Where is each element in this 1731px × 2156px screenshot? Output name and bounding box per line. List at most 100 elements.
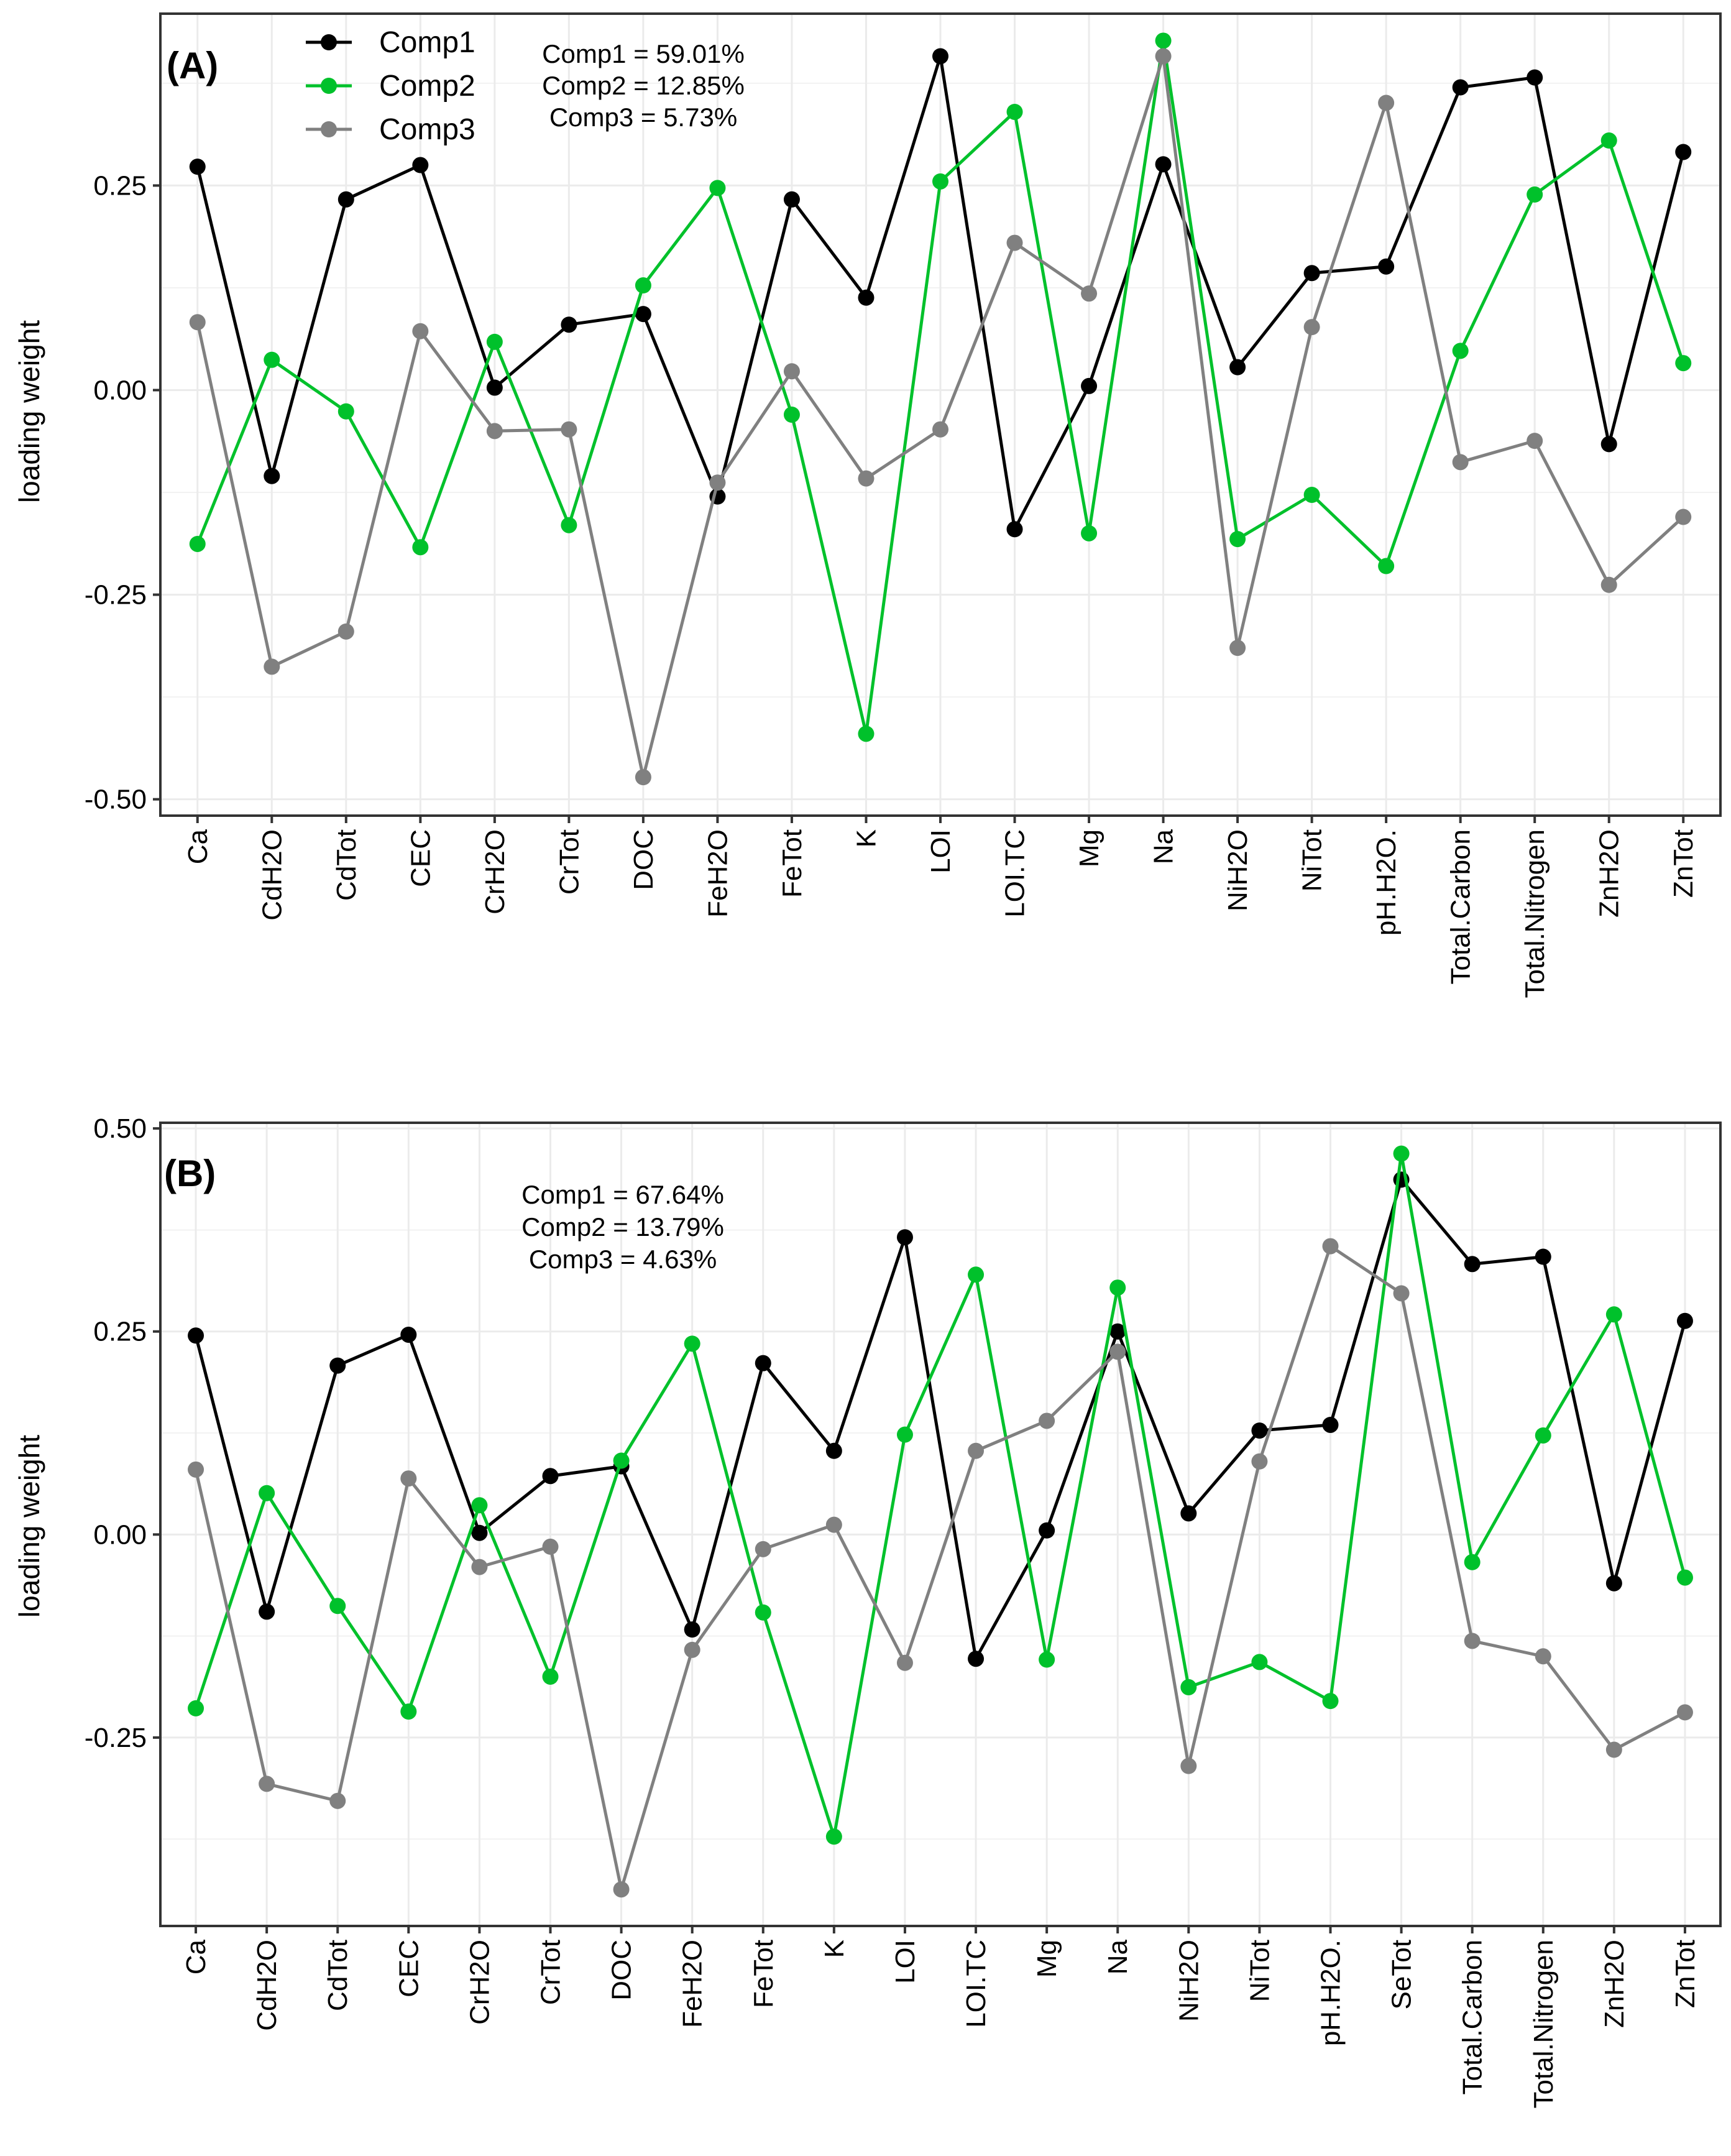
panel-b-plot-area: [159, 1122, 1722, 1927]
x-tick-label: CdH2O: [252, 1940, 282, 2031]
data-point: [709, 180, 726, 196]
series-comp2: [188, 1145, 1693, 1845]
x-tick-label: Total.Carbon: [1458, 1940, 1488, 2094]
data-point: [329, 1598, 346, 1615]
data-point: [561, 316, 577, 333]
data-point: [1039, 1412, 1055, 1429]
data-point: [561, 517, 577, 533]
data-point: [1378, 558, 1395, 574]
panel-a-variance-annotation: Comp1 = 59.01% Comp2 = 12.85% Comp3 = 5.…: [542, 39, 745, 132]
data-point: [264, 658, 280, 675]
x-tick-label: DOC: [607, 1940, 637, 2001]
x-tick-label: Mg: [1074, 829, 1104, 867]
legend-comp2-label: Comp2: [379, 70, 475, 103]
legend-comp1-point-swatch: [321, 34, 337, 50]
data-point: [1378, 94, 1395, 111]
x-tick-label: SeTot: [1387, 1940, 1417, 2010]
data-point: [412, 323, 429, 339]
legend-comp2-point-swatch: [321, 78, 337, 94]
data-point: [1464, 1554, 1481, 1570]
x-tick-label: pH.H2O.: [1371, 829, 1402, 936]
data-point: [932, 421, 948, 438]
data-point: [188, 1700, 204, 1716]
data-point: [412, 157, 429, 173]
data-point: [709, 474, 726, 491]
panel-b-y-axis-title: loading weight: [13, 1435, 45, 1618]
series-comp1-line: [194, 1177, 1687, 1661]
data-point: [400, 1470, 417, 1487]
data-point: [755, 1355, 771, 1371]
x-tick-label: K: [819, 1940, 850, 1958]
series-comp3: [188, 1238, 1693, 1898]
data-point: [189, 535, 206, 552]
series-comp3: [189, 48, 1692, 786]
data-point: [1006, 234, 1023, 251]
data-point: [337, 623, 354, 640]
data-point: [1303, 265, 1320, 282]
data-point: [858, 470, 875, 487]
x-tick-label: LOI.TC: [1000, 829, 1031, 918]
data-point: [1303, 487, 1320, 503]
panel-a-y-axis-title: loading weight: [13, 320, 45, 503]
chart-panel-a: -0.50 -0.25 0.00 0.25 Ca CdH2O CdTot CEC CrH2O Cr…: [13, 12, 1722, 998]
data-point: [825, 1516, 842, 1533]
data-point: [486, 423, 503, 440]
data-point: [968, 1442, 985, 1459]
data-point: [486, 333, 503, 350]
data-point: [471, 1497, 488, 1514]
data-point: [259, 1485, 275, 1501]
data-point: [1452, 343, 1469, 359]
x-tick-label: CEC: [405, 829, 436, 887]
x-tick-label: FeH2O: [677, 1940, 708, 2028]
legend-entry-comp1: Comp1: [306, 26, 475, 59]
data-point: [329, 1357, 346, 1374]
data-point: [858, 289, 875, 306]
panel-b-annotation-comp3: Comp3 = 4.63%: [529, 1245, 717, 1274]
panel-a-annotation-comp2: Comp2 = 12.85%: [542, 71, 745, 100]
x-tick-label: ZnH2O: [1594, 829, 1625, 918]
data-point: [1605, 1741, 1622, 1758]
data-point: [400, 1326, 417, 1343]
data-point: [1676, 1312, 1693, 1329]
data-point: [783, 407, 800, 423]
data-point: [259, 1776, 275, 1792]
data-point: [1251, 1453, 1268, 1470]
y-tick-label: -0.25: [85, 580, 147, 610]
data-point: [968, 1266, 985, 1283]
data-point: [1675, 144, 1692, 160]
x-tick-label: NiH2O: [1223, 829, 1253, 911]
x-tick-label: ZnTot: [1668, 829, 1699, 898]
data-point: [1303, 319, 1320, 336]
x-tick-label: Total.Nitrogen: [1528, 1940, 1559, 2108]
data-point: [825, 1828, 842, 1845]
x-tick-label: ZnTot: [1670, 1940, 1701, 2008]
data-point: [755, 1541, 771, 1557]
data-point: [684, 1641, 700, 1658]
x-tick-label: Total.Carbon: [1446, 829, 1476, 984]
series-comp1: [189, 48, 1692, 538]
data-point: [1322, 1693, 1339, 1710]
data-point: [471, 1559, 488, 1575]
data-point: [1464, 1633, 1481, 1649]
y-tick-label: 0.00: [93, 375, 147, 406]
panel-b-axes: -0.25 0.00 0.25 0.50 Ca CdH2O CdTot CEC CrH2O CrT…: [85, 1113, 1701, 2108]
data-point: [1535, 1427, 1551, 1444]
data-point: [400, 1703, 417, 1720]
data-point: [1393, 1145, 1410, 1162]
data-point: [1378, 258, 1395, 275]
panel-a-axes: -0.50 -0.25 0.00 0.25 Ca CdH2O CdTot CEC CrH2O Cr…: [85, 170, 1699, 998]
data-point: [1039, 1522, 1055, 1539]
x-tick-label: Ca: [183, 829, 213, 864]
data-point: [264, 468, 280, 484]
x-tick-label: Na: [1103, 1939, 1133, 1974]
x-tick-label: K: [852, 829, 882, 847]
y-tick-label: 0.25: [93, 1317, 147, 1347]
data-point: [542, 1668, 559, 1685]
x-tick-label: NiTot: [1297, 829, 1328, 891]
series-comp2: [189, 32, 1692, 742]
data-point: [1180, 1758, 1197, 1774]
y-tick-label: 0.50: [93, 1113, 147, 1144]
data-point: [783, 191, 800, 208]
data-point: [1464, 1256, 1481, 1273]
data-point: [471, 1524, 488, 1541]
